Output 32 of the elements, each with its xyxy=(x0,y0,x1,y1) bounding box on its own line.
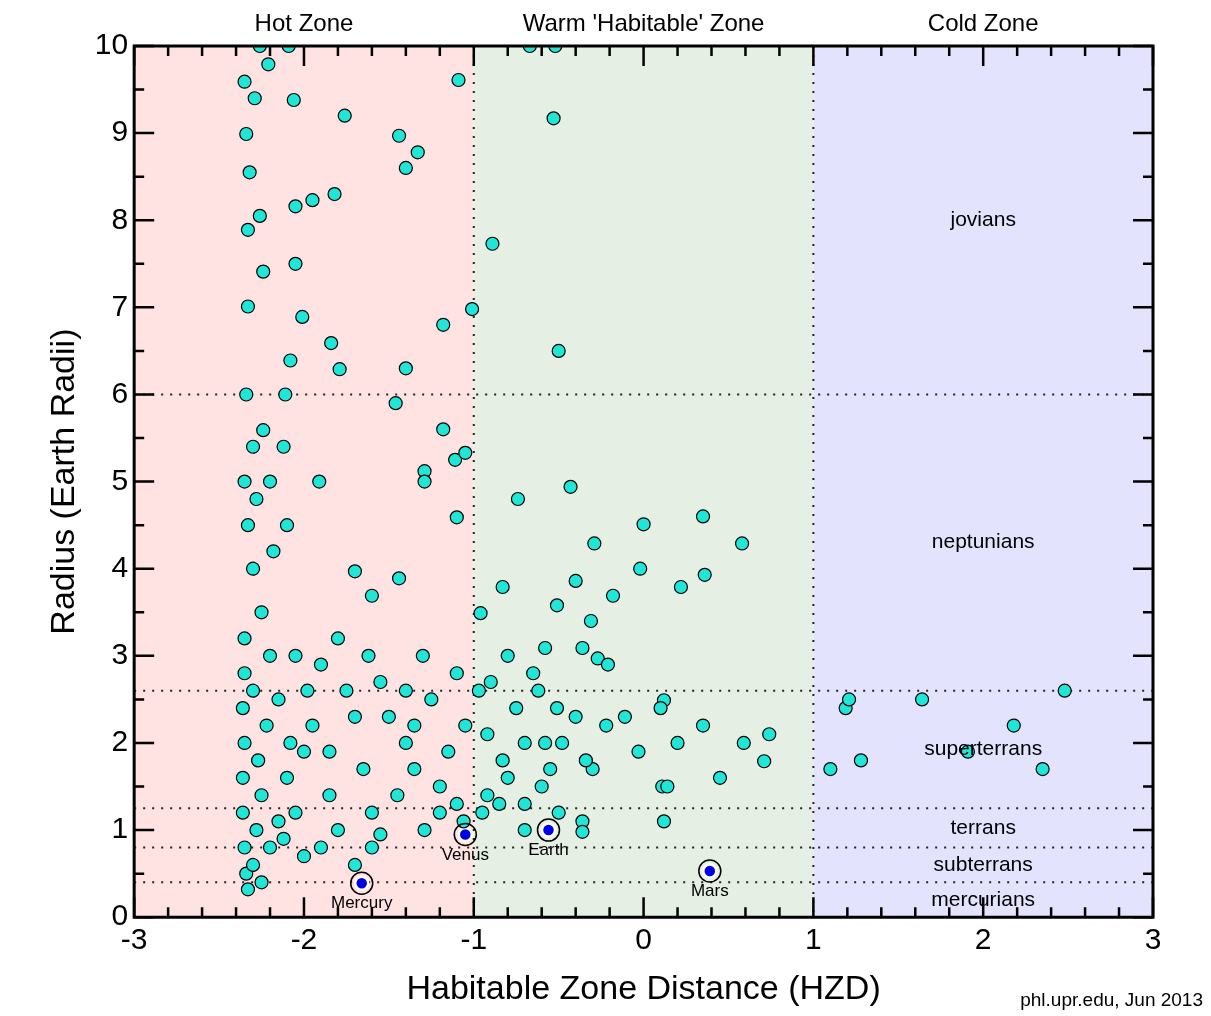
y-tick-label: 9 xyxy=(111,114,129,148)
annotation: Earth xyxy=(528,840,569,860)
annotation: Mars xyxy=(690,881,729,901)
band-label: Warm 'Habitable' Zone xyxy=(522,8,765,36)
y-tick-label: 6 xyxy=(111,375,129,409)
band-label: Cold Zone xyxy=(927,8,1039,36)
y-tick-label: 4 xyxy=(111,549,129,583)
annotation: terrans xyxy=(950,814,1016,838)
y-tick-label: 5 xyxy=(111,462,129,496)
annotation: subterrans xyxy=(933,851,1033,875)
x-axis-title: Habitable Zone Distance (HZD) xyxy=(406,967,881,1006)
x-tick-label: -2 xyxy=(290,922,318,956)
annotation: mercurians xyxy=(931,886,1036,910)
x-tick-label: 2 xyxy=(974,922,992,956)
y-tick-label: 8 xyxy=(111,201,129,235)
y-tick-label: 3 xyxy=(111,637,129,671)
annotation: Venus xyxy=(441,844,489,864)
text: phl.upr.edu, Jun 2013 xyxy=(1020,988,1203,1010)
y-tick-label: 1 xyxy=(111,811,129,845)
x-tick-label: 0 xyxy=(635,922,652,956)
x-tick-label: 1 xyxy=(805,922,822,956)
y-axis-title: Radius (Earth Radii) xyxy=(42,328,81,635)
x-tick-label: 3 xyxy=(1144,922,1162,956)
x-tick-label: -1 xyxy=(460,922,488,956)
annotation: superterrans xyxy=(924,736,1043,760)
annotation: neptunians xyxy=(931,529,1035,553)
y-tick-label: 7 xyxy=(111,288,129,322)
y-tick-label: 10 xyxy=(94,27,129,61)
band-label: Hot Zone xyxy=(254,8,354,36)
y-tick-label: 2 xyxy=(111,724,129,758)
annotation: Mercury xyxy=(331,893,393,913)
annotation: jovians xyxy=(949,207,1016,231)
